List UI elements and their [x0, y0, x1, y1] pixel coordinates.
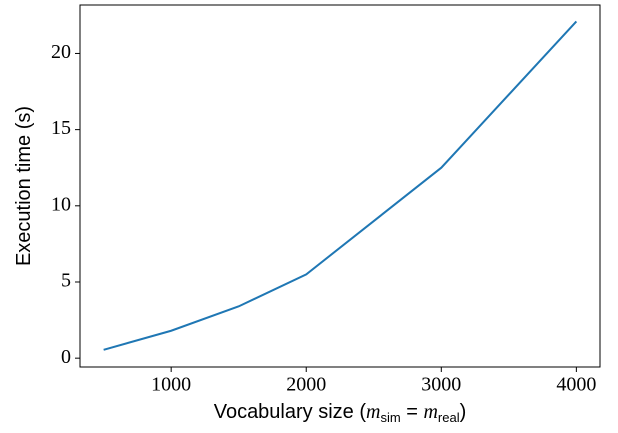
x-label-part: m	[423, 401, 437, 423]
data-line	[103, 20, 578, 351]
x-label-part: real	[438, 410, 460, 425]
y-tick-label: 20	[51, 41, 71, 63]
x-label-part: sim	[380, 410, 400, 425]
x-tick-label: 2000	[286, 374, 326, 396]
y-tick-label: 10	[51, 193, 71, 215]
y-tick-label: 15	[51, 117, 71, 139]
x-label-part: =	[401, 401, 424, 423]
y-axis-label: Execution time (s)	[13, 106, 35, 266]
y-tick-label: 5	[61, 270, 71, 292]
x-tick-label: 1000	[151, 374, 191, 396]
x-tick-label: 4000	[556, 374, 596, 396]
x-axis-label: Vocabulary size (msim = mreal)	[214, 401, 467, 425]
x-label-part: )	[460, 401, 467, 423]
plot-frame	[79, 4, 601, 368]
y-tick-label: 0	[61, 346, 71, 368]
x-label-part: Vocabulary size (	[214, 401, 367, 423]
x-tick-label: 3000	[421, 374, 461, 396]
x-label-part: m	[366, 401, 380, 423]
